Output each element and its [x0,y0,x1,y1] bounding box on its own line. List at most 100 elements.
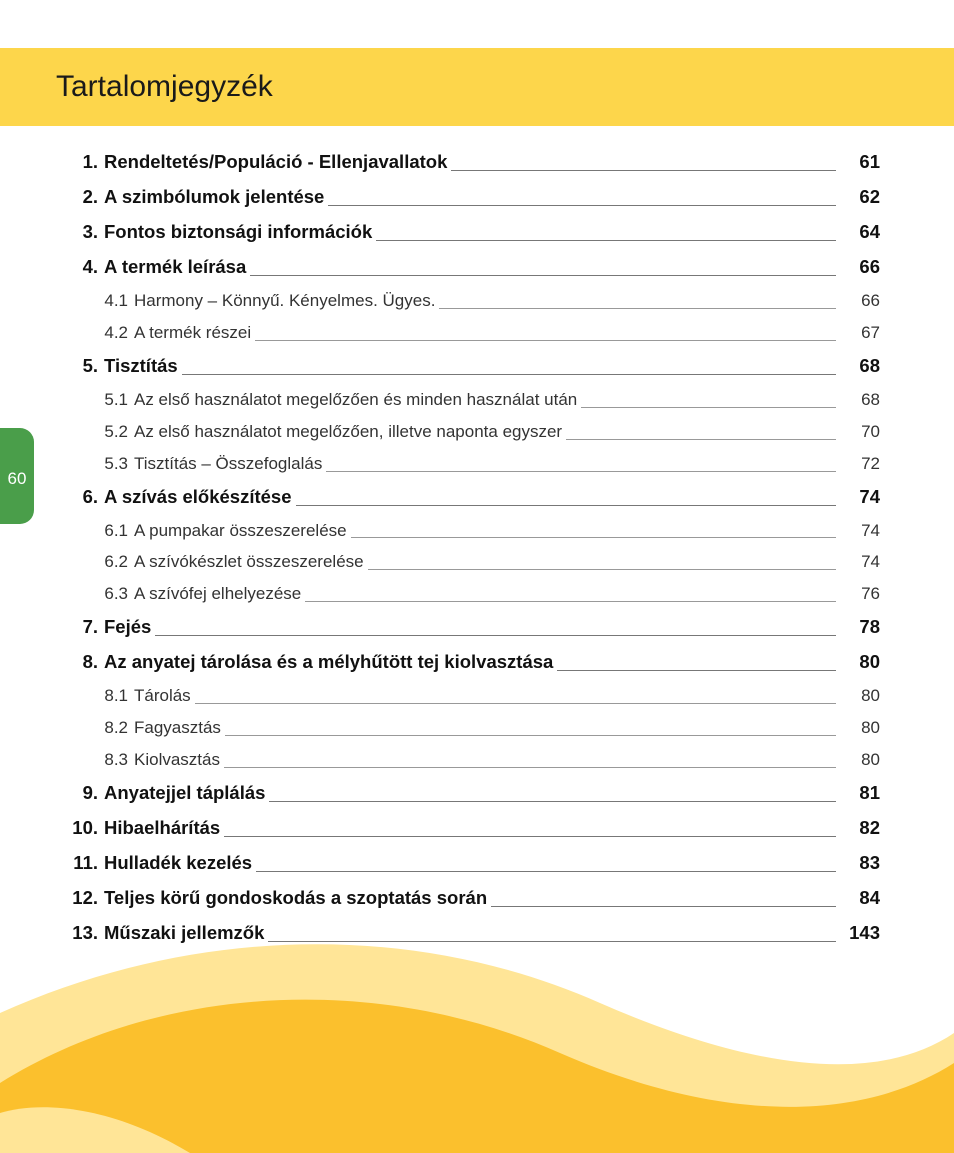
toc-entry-title: Fagyasztás [134,717,223,740]
toc-entry-page: 84 [840,886,880,911]
toc-leader-line [250,275,836,276]
toc-leader-line [581,407,836,408]
toc-entry[interactable]: 6.3A szívófej elhelyezése76 [60,583,880,606]
header-band: Tartalomjegyzék [0,48,954,126]
table-of-contents: 1.Rendeltetés/Populáció - Ellenjavallato… [60,150,880,956]
toc-entry[interactable]: 5.1Az első használatot megelőzően és min… [60,389,880,412]
toc-leader-line [255,340,836,341]
toc-entry-number: 9. [60,781,104,806]
toc-entry-number: 5.2 [60,421,134,444]
toc-entry[interactable]: 9.Anyatejjel táplálás81 [60,781,880,806]
toc-entry-number: 1. [60,150,104,175]
toc-entry[interactable]: 8.1Tárolás80 [60,685,880,708]
toc-entry[interactable]: 5.2Az első használatot megelőzően, illet… [60,421,880,444]
toc-entry[interactable]: 1.Rendeltetés/Populáció - Ellenjavallato… [60,150,880,175]
toc-entry-number: 5. [60,354,104,379]
toc-entry-page: 70 [840,421,880,444]
toc-entry[interactable]: 3.Fontos biztonsági információk64 [60,220,880,245]
toc-entry[interactable]: 6.1A pumpakar összeszerelése74 [60,520,880,543]
toc-entry[interactable]: 6.A szívás előkészítése74 [60,485,880,510]
toc-entry-number: 5.3 [60,453,134,476]
toc-entry-title: Hibaelhárítás [104,816,222,841]
toc-entry-number: 5.1 [60,389,134,412]
toc-entry-title: Fontos biztonsági információk [104,220,374,245]
toc-leader-line [224,767,836,768]
toc-entry-title: Harmony – Könnyű. Kényelmes. Ügyes. [134,290,437,313]
toc-leader-line [256,871,836,872]
toc-entry[interactable]: 4.2A termék részei 67 [60,322,880,345]
toc-leader-line [195,703,836,704]
toc-entry-title: Az első használatot megelőzően, illetve … [134,421,564,444]
toc-entry[interactable]: 8.Az anyatej tárolása és a mélyhűtött te… [60,650,880,675]
toc-leader-line [376,240,836,241]
toc-entry-title: Fejés [104,615,153,640]
toc-entry[interactable]: 6.2A szívókészlet összeszerelése74 [60,551,880,574]
toc-entry-number: 13. [60,921,104,946]
toc-leader-line [566,439,836,440]
toc-leader-line [296,505,836,506]
toc-entry-page: 82 [840,816,880,841]
toc-entry[interactable]: 2.A szimbólumok jelentése62 [60,185,880,210]
page-number: 60 [8,469,27,489]
toc-entry-page: 80 [840,749,880,772]
toc-entry-page: 68 [840,389,880,412]
toc-entry[interactable]: 7.Fejés 78 [60,615,880,640]
toc-entry-title: A szimbólumok jelentése [104,185,326,210]
toc-entry[interactable]: 11.Hulladék kezelés 83 [60,851,880,876]
toc-entry-title: Kiolvasztás [134,749,222,772]
toc-entry-page: 80 [840,685,880,708]
toc-entry-page: 143 [840,921,880,946]
toc-entry-page: 61 [840,150,880,175]
toc-entry-number: 8.3 [60,749,134,772]
toc-entry[interactable]: 5.Tisztítás 68 [60,354,880,379]
toc-entry-number: 8. [60,650,104,675]
toc-entry[interactable]: 8.2Fagyasztás80 [60,717,880,740]
toc-entry[interactable]: 12.Teljes körű gondoskodás a szoptatás s… [60,886,880,911]
toc-leader-line [557,670,836,671]
toc-leader-line [491,906,836,907]
toc-entry-number: 4.2 [60,322,134,345]
toc-entry-number: 10. [60,816,104,841]
toc-entry-number: 8.1 [60,685,134,708]
toc-entry-number: 4.1 [60,290,134,313]
toc-entry-number: 11. [60,851,104,876]
toc-entry-number: 6. [60,485,104,510]
toc-entry-title: Rendeltetés/Populáció - Ellenjavallatok [104,150,449,175]
toc-leader-line [305,601,836,602]
toc-entry-page: 72 [840,453,880,476]
toc-entry-title: A termék leírása [104,255,248,280]
toc-entry-page: 74 [840,520,880,543]
toc-leader-line [155,635,836,636]
toc-entry-title: Tisztítás [104,354,180,379]
toc-entry[interactable]: 4.1Harmony – Könnyű. Kényelmes. Ügyes. 66 [60,290,880,313]
toc-entry-number: 7. [60,615,104,640]
toc-leader-line [451,170,836,171]
toc-entry-title: Műszaki jellemzők [104,921,266,946]
toc-entry[interactable]: 13.Műszaki jellemzők 143 [60,921,880,946]
toc-entry-number: 6.2 [60,551,134,574]
toc-entry[interactable]: 5.3Tisztítás – Összefoglalás72 [60,453,880,476]
toc-entry-page: 66 [840,290,880,313]
toc-leader-line [182,374,836,375]
toc-entry[interactable]: 10.Hibaelhárítás 82 [60,816,880,841]
toc-entry-title: Hulladék kezelés [104,851,254,876]
toc-entry-number: 8.2 [60,717,134,740]
toc-entry-title: A termék részei [134,322,253,345]
toc-entry-title: Az anyatej tárolása és a mélyhűtött tej … [104,650,555,675]
toc-entry-title: A szívófej elhelyezése [134,583,303,606]
toc-entry-page: 68 [840,354,880,379]
toc-leader-line [439,308,836,309]
toc-leader-line [224,836,836,837]
toc-entry-title: Az első használatot megelőzően és minden… [134,389,579,412]
toc-entry-page: 64 [840,220,880,245]
toc-entry[interactable]: 4.A termék leírása 66 [60,255,880,280]
toc-entry-page: 83 [840,851,880,876]
toc-entry[interactable]: 8.3Kiolvasztás 80 [60,749,880,772]
toc-entry-page: 78 [840,615,880,640]
toc-leader-line [268,941,836,942]
toc-entry-page: 67 [840,322,880,345]
toc-leader-line [328,205,836,206]
toc-entry-page: 66 [840,255,880,280]
toc-entry-title: A szívás előkészítése [104,485,294,510]
toc-entry-number: 4. [60,255,104,280]
